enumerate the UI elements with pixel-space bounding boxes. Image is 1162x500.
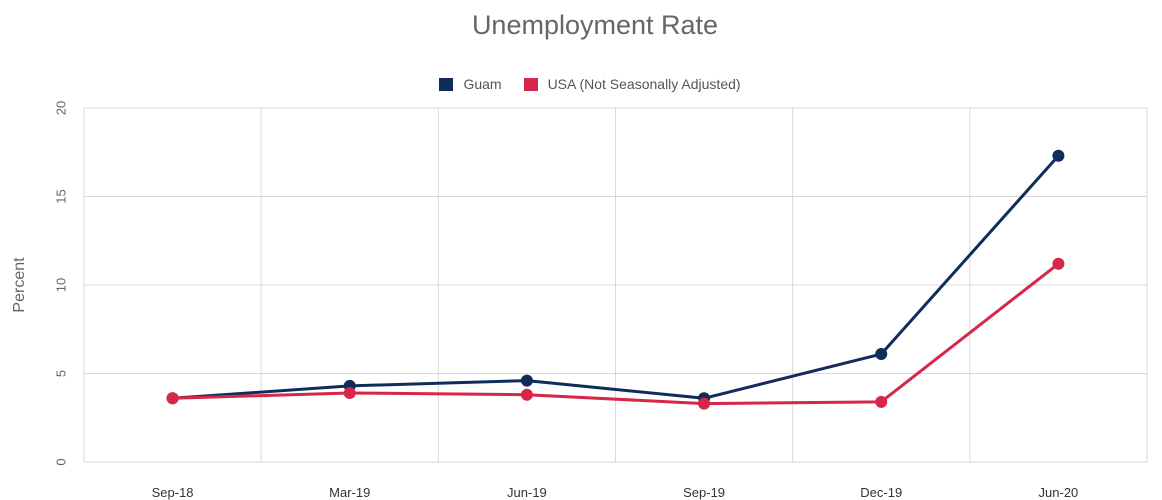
legend-swatch-guam: [439, 77, 454, 91]
legend-item-usa[interactable]: USA (Not Seasonally Adjusted): [523, 76, 741, 92]
legend-item-guam[interactable]: Guam: [439, 76, 502, 92]
series-line-guam: [171, 154, 1060, 400]
y-tick-label: 10: [53, 278, 68, 292]
chart-title: Unemployment Rate: [471, 10, 719, 40]
y-tick-label: 15: [53, 189, 68, 203]
legend-label-guam: Guam: [463, 76, 502, 92]
data-point-guam: [875, 348, 888, 361]
legend-swatch-usa: [523, 77, 538, 91]
x-tick-label: Mar-19: [329, 485, 370, 500]
data-point-usa: [166, 392, 179, 405]
data-point-usa: [343, 386, 356, 399]
legend-label-usa: USA (Not Seasonally Adjusted): [547, 76, 741, 92]
x-tick-label: Jun-19: [507, 485, 547, 500]
x-tick-label: Sep-19: [683, 485, 725, 500]
data-point-usa: [1052, 257, 1065, 270]
series-line-usa: [171, 262, 1060, 406]
data-point-guam: [520, 374, 533, 387]
data-point-guam: [1052, 149, 1065, 162]
data-point-usa: [875, 395, 888, 408]
data-point-usa: [520, 388, 533, 401]
x-tick-label: Jun-20: [1039, 485, 1079, 500]
y-axis-label: Percent: [11, 257, 28, 313]
y-tick-label: 5: [53, 370, 68, 377]
data-point-usa: [698, 397, 711, 410]
x-tick-label: Sep-18: [152, 485, 194, 500]
legend: Guam USA (Not Seasonally Adjusted): [0, 76, 1162, 92]
x-tick-label: Dec-19: [860, 485, 902, 500]
y-tick-label: 20: [53, 101, 68, 115]
y-tick-label: 0: [53, 458, 68, 465]
